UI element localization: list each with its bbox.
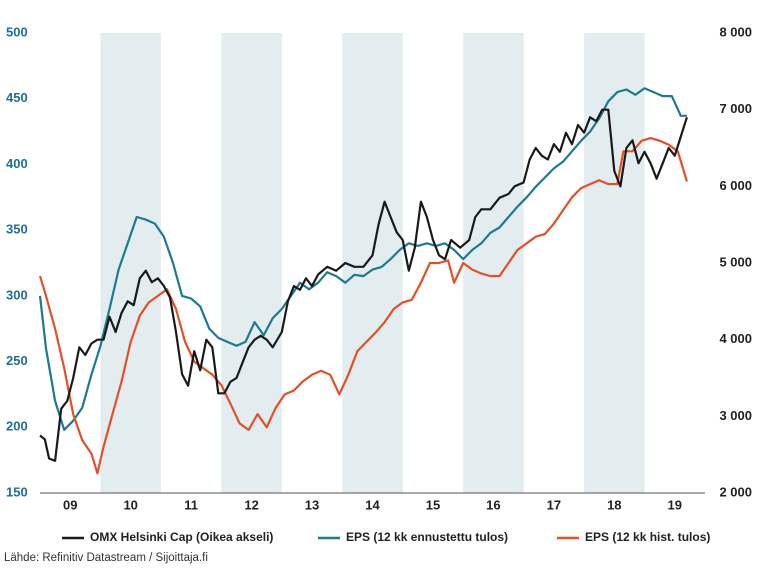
- y-tick-label: 350: [6, 222, 28, 237]
- y2-tick-label: 3 000: [719, 408, 752, 423]
- legend-label: EPS (12 kk hist. tulos): [585, 530, 710, 544]
- shaded-periods: [100, 33, 645, 493]
- series-line: [38, 87, 687, 431]
- y-tick-label: 250: [6, 353, 28, 368]
- shaded-period: [463, 33, 524, 493]
- shaded-period: [100, 33, 161, 493]
- x-tick-label: 09: [63, 497, 77, 512]
- legend: OMX Helsinki Cap (Oikea akseli) EPS (12 k…: [62, 530, 710, 544]
- legend-label: OMX Helsinki Cap (Oikea akseli): [90, 530, 273, 544]
- y-tick-label: 300: [6, 287, 28, 302]
- y2-tick-label: 8 000: [719, 24, 752, 39]
- x-tick-label: 17: [547, 497, 561, 512]
- x-tick-label: 11: [184, 497, 198, 512]
- series-line: [39, 108, 688, 462]
- y2-tick-label: 4 000: [719, 331, 752, 346]
- x-tick-label: 16: [486, 497, 500, 512]
- y-tick-label: 500: [6, 24, 28, 39]
- y2-tick-label: 6 000: [719, 178, 752, 193]
- y2-tick-label: 7 000: [719, 101, 752, 116]
- y-tick-label: 200: [6, 419, 28, 434]
- x-tick-label: 14: [365, 497, 380, 512]
- x-tick-label: 15: [426, 497, 440, 512]
- x-tick-label: 10: [123, 497, 137, 512]
- x-tick-label: 19: [668, 497, 682, 512]
- y-tick-label: 150: [6, 484, 28, 499]
- legend-label: EPS (12 kk ennustettu tulos): [346, 530, 508, 544]
- series-lines: [38, 87, 688, 475]
- y2-tick-label: 5 000: [719, 254, 752, 269]
- y-tick-label: 450: [6, 90, 28, 105]
- axis-labels: 150 200 250 300 350 400 450 500 2 000 3 000 4 000 5…: [6, 24, 752, 512]
- y2-tick-label: 2 000: [719, 484, 752, 499]
- y-tick-label: 400: [6, 156, 28, 171]
- x-tick-label: 18: [607, 497, 621, 512]
- shaded-period: [342, 33, 403, 493]
- x-tick-label: 13: [305, 497, 319, 512]
- shaded-period: [584, 33, 645, 493]
- source-note: Lähde: Refinitiv Datastream / Sijoittaja…: [4, 552, 208, 564]
- series-line: [38, 137, 688, 475]
- x-tick-label: 12: [244, 497, 258, 512]
